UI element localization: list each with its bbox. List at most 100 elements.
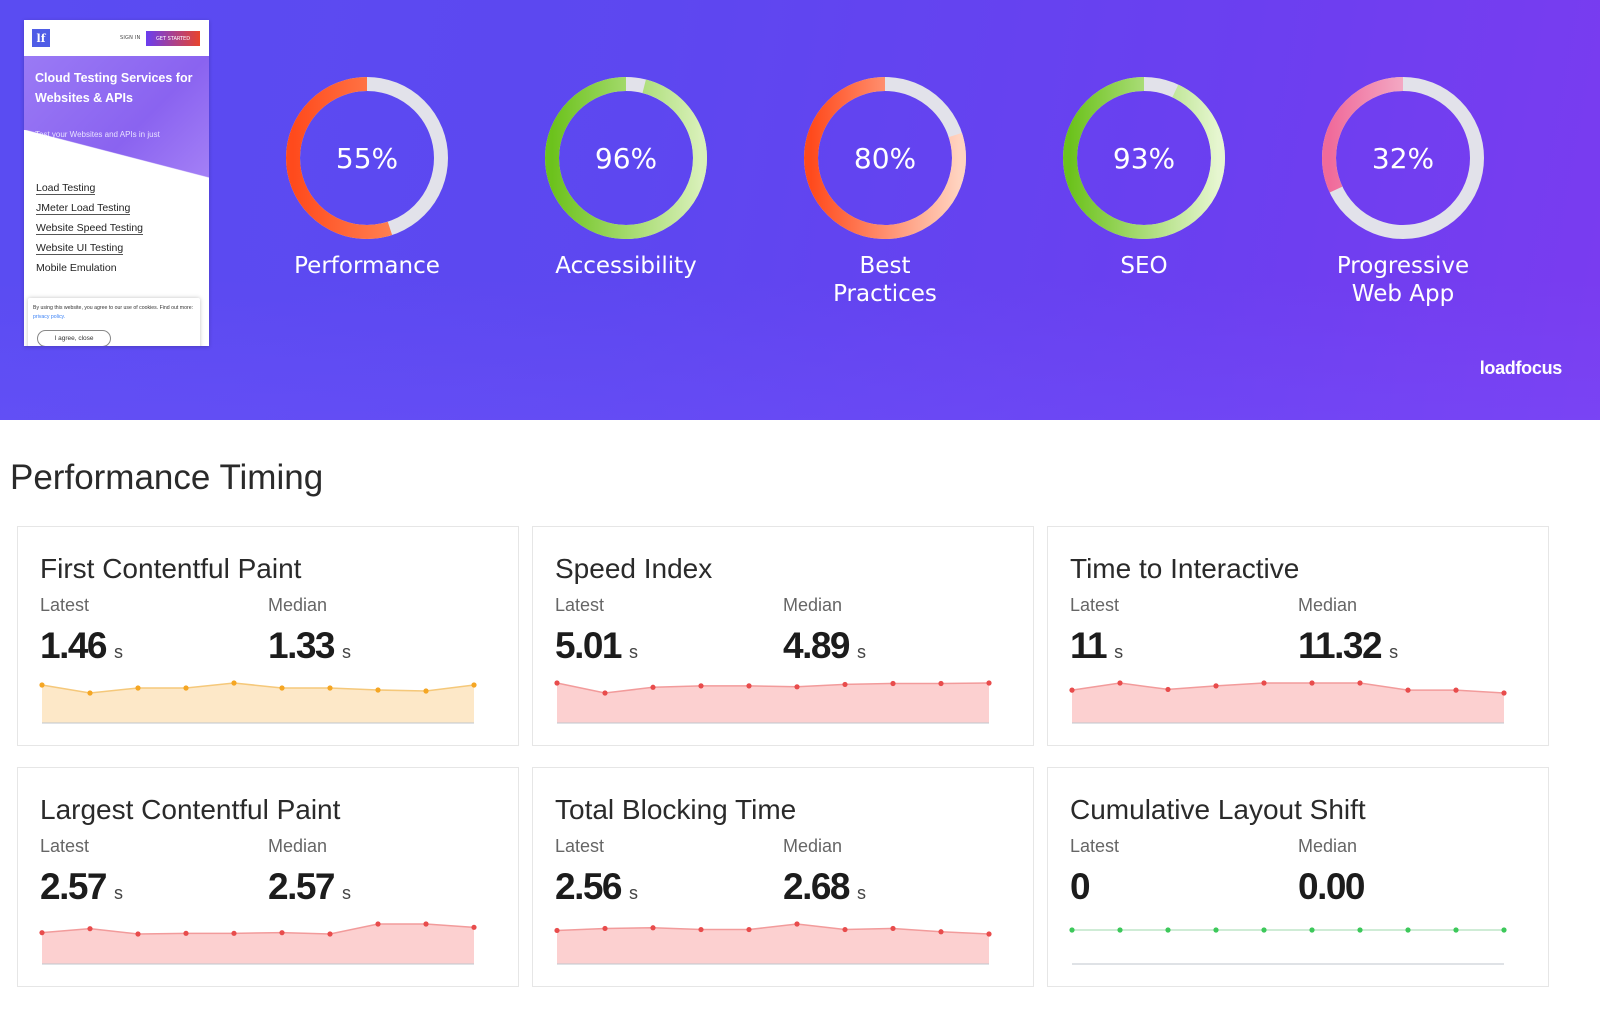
sparkline-point <box>1405 927 1411 933</box>
thumbnail-subtitle: Test your Websites and APIs in just minu… <box>35 130 160 152</box>
gauge-ring <box>1322 77 1484 239</box>
latest-label: Latest <box>555 836 605 856</box>
sparkline-point <box>327 931 333 937</box>
sparkline-point <box>890 925 896 932</box>
sparkline-point <box>1453 927 1459 933</box>
gauge-value: 96% <box>594 141 658 175</box>
metric-card-first-contentful-paint[interactable]: First Contentful Paint Latest Median 1.4… <box>17 526 519 746</box>
gauge-accessibility[interactable]: 96% Accessibility <box>542 74 710 279</box>
gauge-label: SEO <box>1120 253 1168 279</box>
gauge-value: 80% <box>853 141 917 175</box>
sparkline-point <box>986 931 992 937</box>
thumbnail-hero: Cloud Testing Services for Websites & AP… <box>24 56 209 178</box>
sparkline-point <box>423 921 429 927</box>
sparkline-point <box>938 929 944 935</box>
lighthouse-summary-banner: lf SIGN IN GET STARTED Cloud Testing Ser… <box>0 0 1600 420</box>
sparkline-point <box>279 685 285 691</box>
metric-card-time-to-interactive[interactable]: Time to Interactive Latest Median 11 s 11… <box>1047 526 1549 746</box>
median-label: Median <box>783 836 843 856</box>
sparkline-point <box>650 925 656 931</box>
thumbnail-header: lf SIGN IN GET STARTED <box>24 20 209 56</box>
sparkline-point <box>698 683 704 689</box>
loadfocus-logo-icon: lf <box>32 29 50 47</box>
gauge-progressive-web-app[interactable]: 32% Progressive Web App <box>1319 74 1487 307</box>
sparkline-point <box>375 687 381 693</box>
thumbnail-get-started: GET STARTED <box>146 31 200 46</box>
sparkline-point <box>794 684 800 690</box>
sparkline-point <box>1165 686 1171 693</box>
sparkline-point <box>1261 927 1267 933</box>
sparkline-chart <box>1069 680 1507 724</box>
sparkline-point <box>39 682 45 688</box>
sparkline-point <box>602 690 608 696</box>
sparkline-point <box>375 921 381 927</box>
latest-label: Latest <box>1070 595 1120 615</box>
sparkline-point <box>87 690 93 696</box>
gauge-best-practices[interactable]: 80% Best Practices <box>801 74 969 307</box>
median-value: 2.68 s <box>783 866 867 907</box>
latest-label: Latest <box>1070 836 1120 856</box>
median-value: 0.00 <box>1298 866 1366 907</box>
gauge-performance[interactable]: 55% Performance <box>283 74 451 279</box>
sparkline-area <box>557 683 989 723</box>
gauge-label: Progressive Web App <box>1336 253 1470 307</box>
thumbnail-sign-in: SIGN IN <box>120 35 141 41</box>
gauge-arc <box>1322 77 1484 239</box>
gauge-seo[interactable]: 93% SEO <box>1060 74 1228 279</box>
median-value: 2.57 s <box>268 866 352 907</box>
sparkline-point <box>1309 680 1315 686</box>
sparkline-point <box>87 926 93 932</box>
sparkline-point <box>842 926 848 933</box>
sparkline-point <box>554 680 560 686</box>
metric-card-total-blocking-time[interactable]: Total Blocking Time Latest Median 2.56 s … <box>532 767 1034 987</box>
sparkline-point <box>1501 927 1507 933</box>
median-label: Median <box>268 836 328 856</box>
sparkline-point <box>986 680 992 686</box>
metric-card-speed-index[interactable]: Speed Index Latest Median 5.01 s 4.89 s <box>532 526 1034 746</box>
sparkline-point <box>1405 687 1411 693</box>
gauge-ring <box>545 77 707 239</box>
sparkline-point <box>1357 680 1363 686</box>
sparkline-point <box>746 683 752 689</box>
sparkline-area <box>42 683 474 723</box>
metric-card-largest-contentful-paint[interactable]: Largest Contentful Paint Latest Median 2… <box>17 767 519 987</box>
sparkline-line <box>41 682 475 694</box>
median-label: Median <box>783 595 843 615</box>
latest-value: 11 s <box>1070 625 1124 666</box>
sparkline-point <box>1165 927 1171 933</box>
sparkline-area <box>1072 683 1504 723</box>
sparkline-point <box>423 688 429 694</box>
sparkline-point <box>183 930 189 936</box>
sparkline-chart <box>1069 927 1507 965</box>
sparkline-point <box>1453 687 1459 693</box>
sparkline-point <box>1213 927 1219 933</box>
sparkline-point <box>698 926 704 933</box>
metric-card-cumulative-layout-shift[interactable]: Cumulative Layout Shift Latest Median 0 … <box>1047 767 1549 987</box>
gauge-arc <box>286 77 448 239</box>
metric-title: Speed Index <box>555 553 713 584</box>
gauge-label: Best Practices <box>833 253 937 307</box>
latest-value: 0 <box>1070 866 1091 907</box>
latest-label: Latest <box>40 836 90 856</box>
sparkline-line <box>556 923 990 935</box>
sparkline-point <box>327 685 333 691</box>
sparkline-point <box>602 925 608 932</box>
median-value: 4.89 s <box>783 625 867 666</box>
latest-label: Latest <box>555 595 605 615</box>
sparkline-point <box>1213 683 1219 689</box>
sparkline-point <box>183 685 189 691</box>
thumbnail-link: Website UI Testing <box>36 242 124 255</box>
median-label: Median <box>268 595 328 615</box>
section-title: Performance Timing <box>10 458 324 497</box>
latest-value: 2.56 s <box>555 866 639 907</box>
thumbnail-cookie-banner: By using this website, you agree to our … <box>28 298 200 346</box>
sparkline-area <box>557 924 989 964</box>
thumbnail-links: Load Testing JMeter Load Testing Website… <box>36 180 144 280</box>
cookie-agree-button: I agree, close <box>37 330 111 346</box>
gauge-arc <box>545 77 707 239</box>
sparkline-chart <box>39 921 477 965</box>
metric-title: Total Blocking Time <box>555 794 797 825</box>
gauge-arc <box>804 77 966 239</box>
page-screenshot-thumbnail[interactable]: lf SIGN IN GET STARTED Cloud Testing Ser… <box>24 20 209 346</box>
sparkline-point <box>231 680 237 686</box>
